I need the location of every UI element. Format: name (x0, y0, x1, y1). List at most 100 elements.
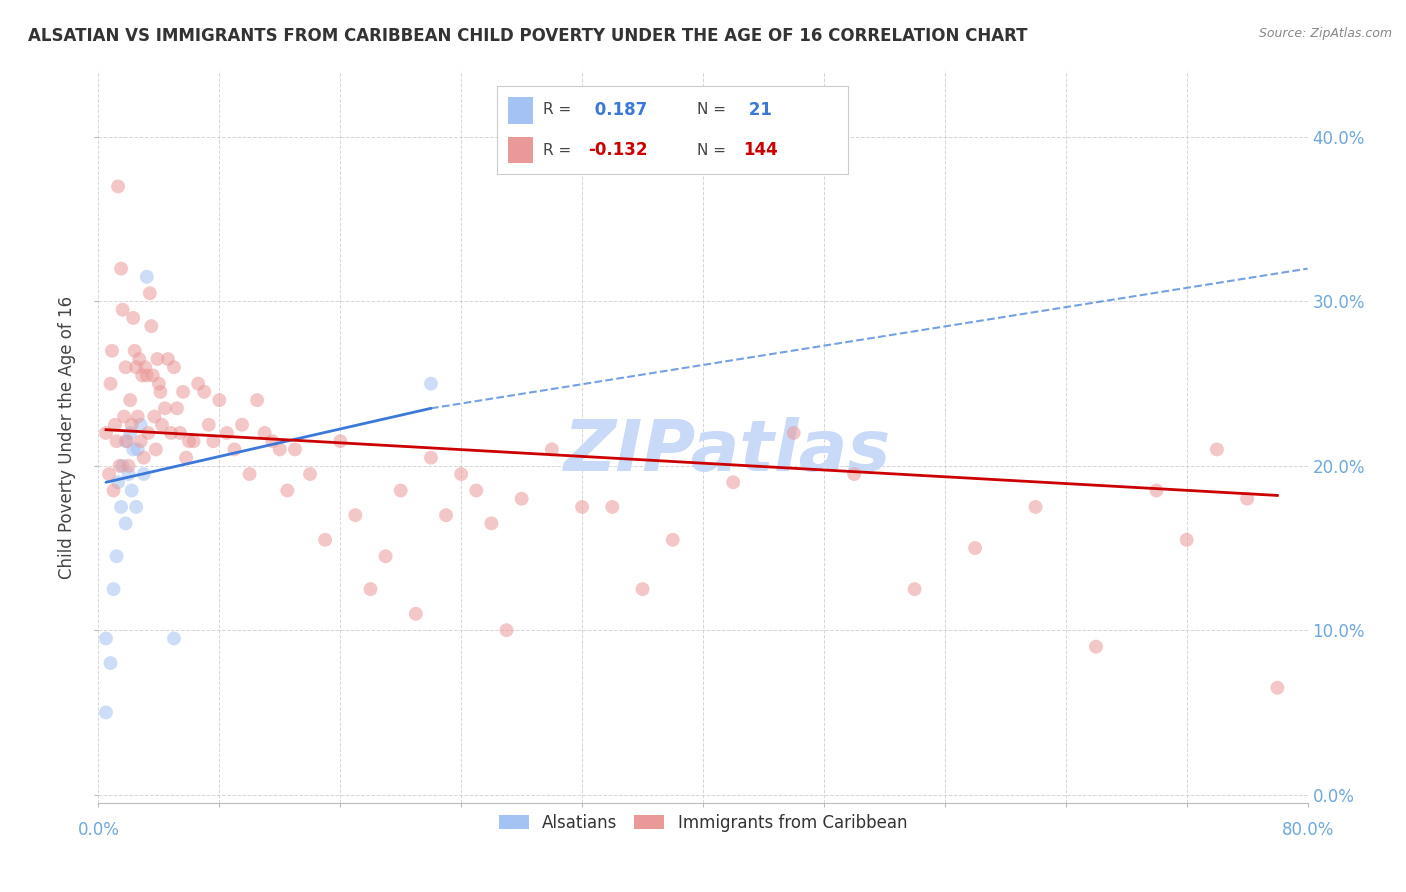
Point (723, 475, 745, 490)
Point (122, 310, 145, 325)
Point (148, 376, 170, 391)
Point (405, 607, 427, 621)
Point (299, 467, 322, 481)
Point (253, 425, 276, 440)
Point (146, 351, 169, 366)
Point (120, 393, 142, 408)
Point (465, 483, 488, 498)
Point (127, 442, 149, 457)
Point (1085, 640, 1108, 654)
Point (163, 632, 186, 646)
Point (1267, 681, 1289, 695)
Point (510, 491, 533, 506)
Point (141, 319, 163, 334)
Point (114, 516, 136, 531)
Point (1144, 483, 1167, 498)
Point (1024, 500, 1046, 514)
Point (360, 582, 382, 596)
Legend: Alsatians, Immigrants from Caribbean: Alsatians, Immigrants from Caribbean (492, 807, 914, 838)
Point (174, 450, 197, 465)
Point (103, 483, 125, 498)
Point (120, 425, 142, 440)
Point (110, 261, 132, 276)
Point (107, 475, 129, 490)
Point (94, 706, 117, 720)
Point (142, 368, 165, 383)
Point (94, 632, 117, 646)
Point (169, 425, 191, 440)
Point (135, 269, 157, 284)
Point (121, 417, 143, 432)
Point (187, 376, 209, 391)
Point (103, 582, 125, 596)
Point (246, 393, 269, 408)
Y-axis label: Child Poverty Under the Age of 16: Child Poverty Under the Age of 16 (58, 295, 76, 579)
Point (112, 409, 135, 424)
Point (434, 508, 457, 523)
Point (94, 425, 117, 440)
Point (150, 417, 173, 432)
Point (125, 360, 148, 375)
Point (127, 409, 149, 424)
Point (420, 376, 443, 391)
Point (124, 343, 146, 358)
Point (231, 417, 253, 432)
Point (111, 302, 134, 317)
Point (129, 417, 152, 432)
Point (389, 483, 412, 498)
Text: Source: ZipAtlas.com: Source: ZipAtlas.com (1258, 27, 1392, 40)
Point (134, 360, 156, 375)
Point (1206, 442, 1229, 457)
Text: ZIPatlas: ZIPatlas (564, 417, 891, 486)
Point (104, 417, 127, 432)
Point (965, 541, 987, 555)
Point (153, 401, 176, 416)
Point (143, 409, 166, 424)
Point (329, 434, 352, 449)
Point (128, 351, 150, 366)
Point (101, 343, 124, 358)
Point (132, 450, 155, 465)
Point (122, 442, 145, 457)
Point (540, 442, 562, 457)
Point (783, 425, 806, 440)
Point (114, 360, 136, 375)
Point (344, 508, 367, 523)
Point (481, 516, 503, 531)
Point (179, 434, 201, 449)
Point (149, 384, 172, 399)
Point (284, 442, 307, 457)
Point (118, 458, 141, 473)
Point (129, 434, 152, 449)
Point (111, 458, 134, 473)
Point (276, 483, 298, 498)
Point (98, 467, 121, 481)
Point (172, 384, 194, 399)
Point (118, 467, 141, 481)
Point (269, 442, 291, 457)
Point (156, 351, 179, 366)
Point (135, 368, 157, 383)
Point (115, 434, 138, 449)
Point (602, 500, 624, 514)
Point (139, 286, 162, 301)
Point (183, 434, 205, 449)
Point (166, 401, 188, 416)
Point (495, 624, 517, 638)
Point (420, 450, 443, 465)
Text: ALSATIAN VS IMMIGRANTS FROM CARIBBEAN CHILD POVERTY UNDER THE AGE OF 16 CORRELAT: ALSATIAN VS IMMIGRANTS FROM CARIBBEAN CH… (28, 27, 1028, 45)
Point (125, 500, 148, 514)
Point (108, 458, 131, 473)
Point (193, 384, 215, 399)
Point (100, 656, 122, 670)
Point (105, 434, 128, 449)
Point (215, 425, 238, 440)
Point (197, 417, 219, 432)
Text: 80.0%: 80.0% (1281, 821, 1334, 839)
Point (631, 582, 654, 596)
Point (160, 425, 183, 440)
Point (132, 467, 155, 481)
Point (100, 376, 122, 391)
Point (374, 549, 396, 564)
Point (121, 483, 143, 498)
